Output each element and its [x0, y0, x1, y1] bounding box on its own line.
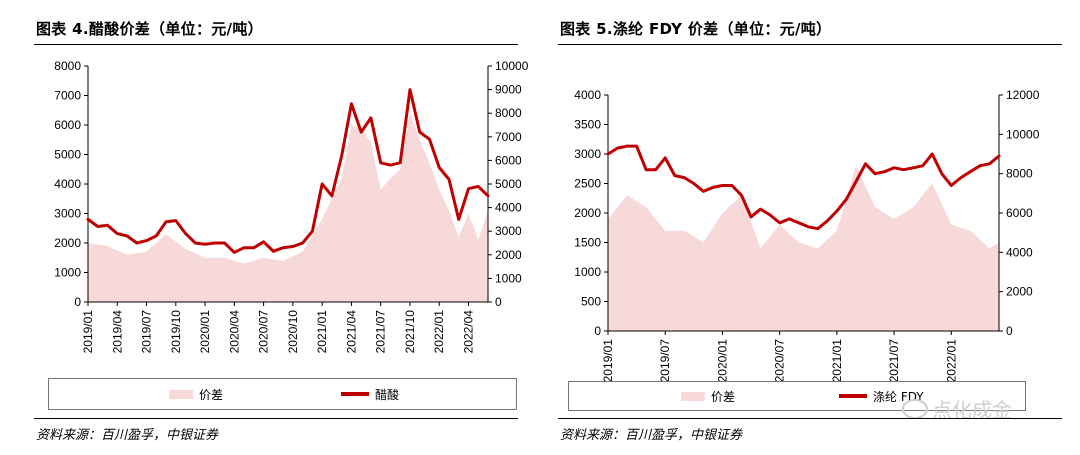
- y-tick-label-right: 10000: [1006, 127, 1040, 141]
- x-tick-label: 2019/07: [140, 310, 154, 354]
- y-tick-label-left: 2000: [574, 206, 601, 220]
- x-tick-label: 2019/04: [110, 310, 124, 354]
- y-tick-label-right: 3000: [495, 224, 522, 238]
- spread-area: [88, 113, 488, 302]
- legend: 价差 醋酸: [48, 378, 517, 410]
- y-tick-label-right: 5000: [495, 177, 522, 191]
- chart-area: 0 500 1000 1500 2000 2500 3000 3500 4000 0 2000 400…: [574, 88, 1040, 383]
- legend-area-swatch: [681, 391, 705, 401]
- y-tick-label-right: 12000: [1006, 88, 1040, 102]
- chart-title: 图表 5.涤纶 FDY 价差（单位：元/吨）: [560, 20, 832, 38]
- wechat-icon: [902, 398, 928, 419]
- y-tick-label-left: 1000: [54, 266, 81, 280]
- legend: 价差 涤纶 FDY: [568, 381, 1026, 411]
- y-tick-label-right: 6000: [1006, 206, 1033, 220]
- y-tick-label-left: 3000: [54, 207, 81, 221]
- y-tick-label-right: 0: [495, 295, 502, 309]
- y-tick-label-right: 2000: [1006, 285, 1033, 299]
- x-tick-label: 2019/07: [658, 339, 672, 383]
- x-tick-label: 2022/04: [462, 310, 476, 354]
- x-tick-label: 2019/01: [81, 310, 95, 354]
- y-tick-label-left: 2500: [574, 177, 601, 191]
- y-tick-label-left: 7000: [54, 89, 81, 103]
- x-tick-label: 2020/10: [286, 310, 300, 354]
- y-tick-label-left: 4000: [574, 88, 601, 102]
- y-tick-label-left: 500: [581, 295, 601, 309]
- legend-label-spread: 价差: [711, 389, 736, 404]
- y-tick-label-right: 8000: [1006, 167, 1033, 181]
- y-tick-label-right: 7000: [495, 130, 522, 144]
- x-tick-label: 2022/01: [944, 339, 958, 383]
- y-tick-label-left: 2000: [54, 236, 81, 250]
- chart-title: 图表 4.醋酸价差（单位：元/吨）: [36, 20, 263, 38]
- chart-panel-acetic: 图表 4.醋酸价差（单位：元/吨） 0 1000 2000 3000 4000 5000 6…: [0, 0, 530, 455]
- x-tick-label: 2019/01: [601, 339, 615, 383]
- chart-area: 0 1000 2000 3000 4000 5000 6000 7000 8000 0 1000 20…: [54, 59, 529, 354]
- y-tick-label-left: 0: [74, 295, 81, 309]
- spread-area: [608, 165, 999, 331]
- y-tick-label-left: 1000: [574, 265, 601, 279]
- y-tick-label-right: 1000: [495, 271, 522, 285]
- y-tick-label-left: 0: [594, 324, 601, 338]
- legend-line-swatch: [839, 394, 867, 398]
- x-tick-label: 2020/01: [198, 310, 212, 354]
- y-tick-label-left: 4000: [54, 177, 81, 191]
- source-rule: [34, 418, 518, 419]
- x-tick-label: 2021/04: [344, 310, 358, 354]
- chart-panel-fdy: 图表 5.涤纶 FDY 价差（单位：元/吨） 0 500 1000 1500 2000 2…: [550, 0, 1080, 455]
- x-tick-label: 2020/07: [257, 310, 271, 354]
- x-tick-label: 2020/04: [227, 310, 241, 354]
- y-tick-label-left: 3000: [574, 147, 601, 161]
- source-rule: [558, 418, 1062, 419]
- y-tick-label-right: 4000: [495, 201, 522, 215]
- y-tick-label-left: 6000: [54, 118, 81, 132]
- y-tick-label-left: 3500: [574, 118, 601, 132]
- y-tick-label-left: 1500: [574, 236, 601, 250]
- x-tick-label: 2022/01: [432, 310, 446, 354]
- legend-label-spread: 价差: [199, 387, 224, 402]
- y-tick-label-right: 8000: [495, 106, 522, 120]
- x-tick-label: 2020/01: [715, 339, 729, 383]
- legend-label-acetic: 醋酸: [375, 387, 400, 402]
- legend-item-acetic: 醋酸: [341, 379, 399, 409]
- y-tick-label-right: 0: [1006, 324, 1013, 338]
- source-note: 资料来源：百川盈孚，中银证券: [560, 428, 743, 443]
- legend-line-swatch: [341, 392, 369, 396]
- x-tick-label: 2020/07: [773, 339, 787, 383]
- y-tick-label-right: 10000: [495, 59, 529, 73]
- price-line: [606, 144, 1001, 231]
- y-tick-label-left: 8000: [54, 59, 81, 73]
- x-tick-label: 2019/10: [169, 310, 183, 354]
- legend-area-swatch: [169, 389, 193, 399]
- price-line: [86, 88, 490, 254]
- legend-item-spread: 价差: [681, 382, 735, 410]
- y-tick-label-right: 2000: [495, 248, 522, 262]
- x-tick-label: 2021/10: [403, 310, 417, 354]
- y-tick-label-right: 9000: [495, 83, 522, 97]
- x-tick-label: 2021/01: [830, 339, 844, 383]
- y-tick-label-right: 6000: [495, 153, 522, 167]
- title-rule: [34, 44, 518, 45]
- y-tick-label-left: 5000: [54, 148, 81, 162]
- source-note: 资料来源：百川盈孚，中银证券: [36, 428, 219, 443]
- x-tick-label: 2021/07: [374, 310, 388, 354]
- y-tick-label-right: 4000: [1006, 245, 1033, 259]
- x-tick-label: 2021/01: [315, 310, 329, 354]
- x-tick-label: 2021/07: [887, 339, 901, 383]
- title-rule: [558, 44, 1062, 45]
- legend-item-spread: 价差: [169, 379, 223, 409]
